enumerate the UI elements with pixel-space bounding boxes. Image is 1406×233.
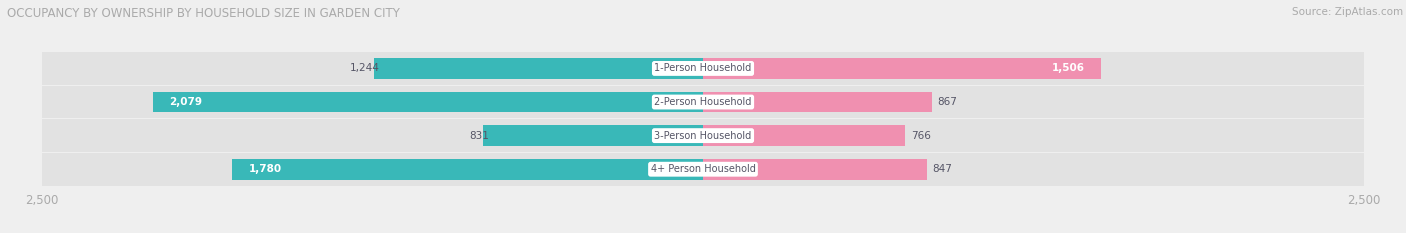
Bar (484, 125, 703, 146)
Bar (153, 92, 703, 113)
Bar (703, 58, 1101, 79)
Text: 1-Person Household: 1-Person Household (654, 63, 752, 73)
Bar (374, 58, 703, 79)
Text: 867: 867 (938, 97, 957, 107)
Text: 3-Person Household: 3-Person Household (654, 131, 752, 141)
Bar (703, 92, 932, 113)
Bar (232, 159, 703, 180)
Bar (42, 153, 1364, 186)
Text: 4+ Person Household: 4+ Person Household (651, 164, 755, 174)
Text: 831: 831 (468, 131, 489, 141)
Text: 1,780: 1,780 (249, 164, 281, 174)
Bar (703, 125, 905, 146)
Text: OCCUPANCY BY OWNERSHIP BY HOUSEHOLD SIZE IN GARDEN CITY: OCCUPANCY BY OWNERSHIP BY HOUSEHOLD SIZE… (7, 7, 399, 20)
Text: 1,506: 1,506 (1052, 63, 1085, 73)
Text: 847: 847 (932, 164, 952, 174)
Bar (703, 159, 927, 180)
Bar (42, 119, 1364, 152)
Bar (42, 52, 1364, 85)
Text: 2,079: 2,079 (169, 97, 202, 107)
Text: 766: 766 (911, 131, 931, 141)
Text: Source: ZipAtlas.com: Source: ZipAtlas.com (1292, 7, 1403, 17)
Text: 2-Person Household: 2-Person Household (654, 97, 752, 107)
Text: 1,244: 1,244 (350, 63, 380, 73)
Bar (42, 86, 1364, 119)
